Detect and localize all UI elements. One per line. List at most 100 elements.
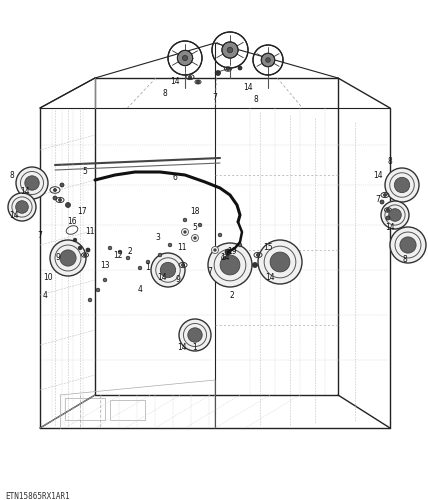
Text: ETN15865RX1AR1: ETN15865RX1AR1 [5,492,70,500]
Circle shape [60,183,64,187]
Circle shape [103,278,107,282]
Text: 14: 14 [170,78,180,86]
Text: 7: 7 [208,268,212,276]
Text: 19: 19 [227,248,237,256]
Circle shape [183,218,187,222]
Text: 7: 7 [213,94,217,102]
Text: 8: 8 [388,158,392,166]
Circle shape [385,168,419,202]
Circle shape [53,196,57,200]
Text: 1: 1 [146,264,150,272]
Text: 17: 17 [77,208,87,216]
Circle shape [198,223,202,227]
Text: 9: 9 [175,276,181,284]
Text: 14: 14 [9,210,19,220]
Circle shape [222,254,229,262]
Text: 9: 9 [56,254,60,262]
Text: 14: 14 [220,254,230,262]
Circle shape [50,240,86,276]
Circle shape [16,167,48,199]
Circle shape [238,66,242,70]
Circle shape [214,249,216,251]
Text: 8: 8 [254,96,259,104]
Circle shape [179,319,211,351]
Text: 8: 8 [403,256,407,264]
Text: 3: 3 [155,234,160,242]
Circle shape [78,246,82,250]
Circle shape [400,237,416,253]
Text: 8: 8 [9,170,15,179]
Text: 1: 1 [193,344,197,352]
Circle shape [59,198,62,202]
Circle shape [270,252,290,272]
Circle shape [256,254,259,256]
Text: 10: 10 [43,274,53,282]
Text: 16: 16 [67,218,77,226]
Circle shape [386,216,390,220]
Circle shape [394,178,410,192]
Circle shape [151,253,185,287]
Circle shape [208,243,252,287]
Text: 7: 7 [375,196,380,204]
Circle shape [227,48,233,52]
Circle shape [138,266,142,270]
Circle shape [177,50,193,66]
Text: 4: 4 [42,290,48,300]
Bar [65,398,105,420]
Circle shape [16,200,28,213]
Text: 14: 14 [177,344,187,352]
Circle shape [380,200,384,204]
Text: 5: 5 [83,168,87,176]
Text: 2: 2 [128,248,132,256]
Circle shape [261,53,275,66]
Circle shape [383,194,386,196]
Circle shape [86,248,90,252]
Circle shape [266,58,270,62]
Text: 8: 8 [163,90,167,98]
Circle shape [222,42,238,58]
Text: 11: 11 [85,228,95,236]
Circle shape [226,68,229,70]
Circle shape [188,76,191,78]
Circle shape [196,80,199,84]
Text: 14: 14 [373,170,383,179]
Text: 18: 18 [190,208,200,216]
Circle shape [225,249,231,255]
Circle shape [54,188,56,192]
Circle shape [181,264,184,266]
Text: 12: 12 [113,250,123,260]
Circle shape [224,257,226,259]
Circle shape [108,246,112,250]
Circle shape [25,176,39,190]
Circle shape [88,298,92,302]
Circle shape [83,254,86,256]
Text: 2: 2 [230,290,235,300]
Text: 6: 6 [172,174,178,182]
Circle shape [238,243,242,247]
Text: 7: 7 [38,230,42,239]
Circle shape [390,227,426,263]
Circle shape [182,56,187,60]
Circle shape [96,288,100,292]
Circle shape [389,208,401,222]
Circle shape [220,255,240,275]
Circle shape [160,262,175,278]
Circle shape [181,228,188,235]
Circle shape [188,328,202,342]
Text: 14: 14 [265,274,275,282]
Circle shape [8,193,36,221]
Text: 15: 15 [263,244,273,252]
Circle shape [184,231,186,233]
Circle shape [60,250,76,266]
Circle shape [218,233,222,237]
Circle shape [168,243,172,247]
Circle shape [258,240,302,284]
Circle shape [126,256,130,260]
Text: 13: 13 [100,260,110,270]
Circle shape [216,70,220,76]
Text: 14: 14 [243,84,253,92]
Circle shape [118,250,122,254]
Text: 11: 11 [177,244,187,252]
Text: 14: 14 [20,188,30,196]
Circle shape [211,246,219,254]
